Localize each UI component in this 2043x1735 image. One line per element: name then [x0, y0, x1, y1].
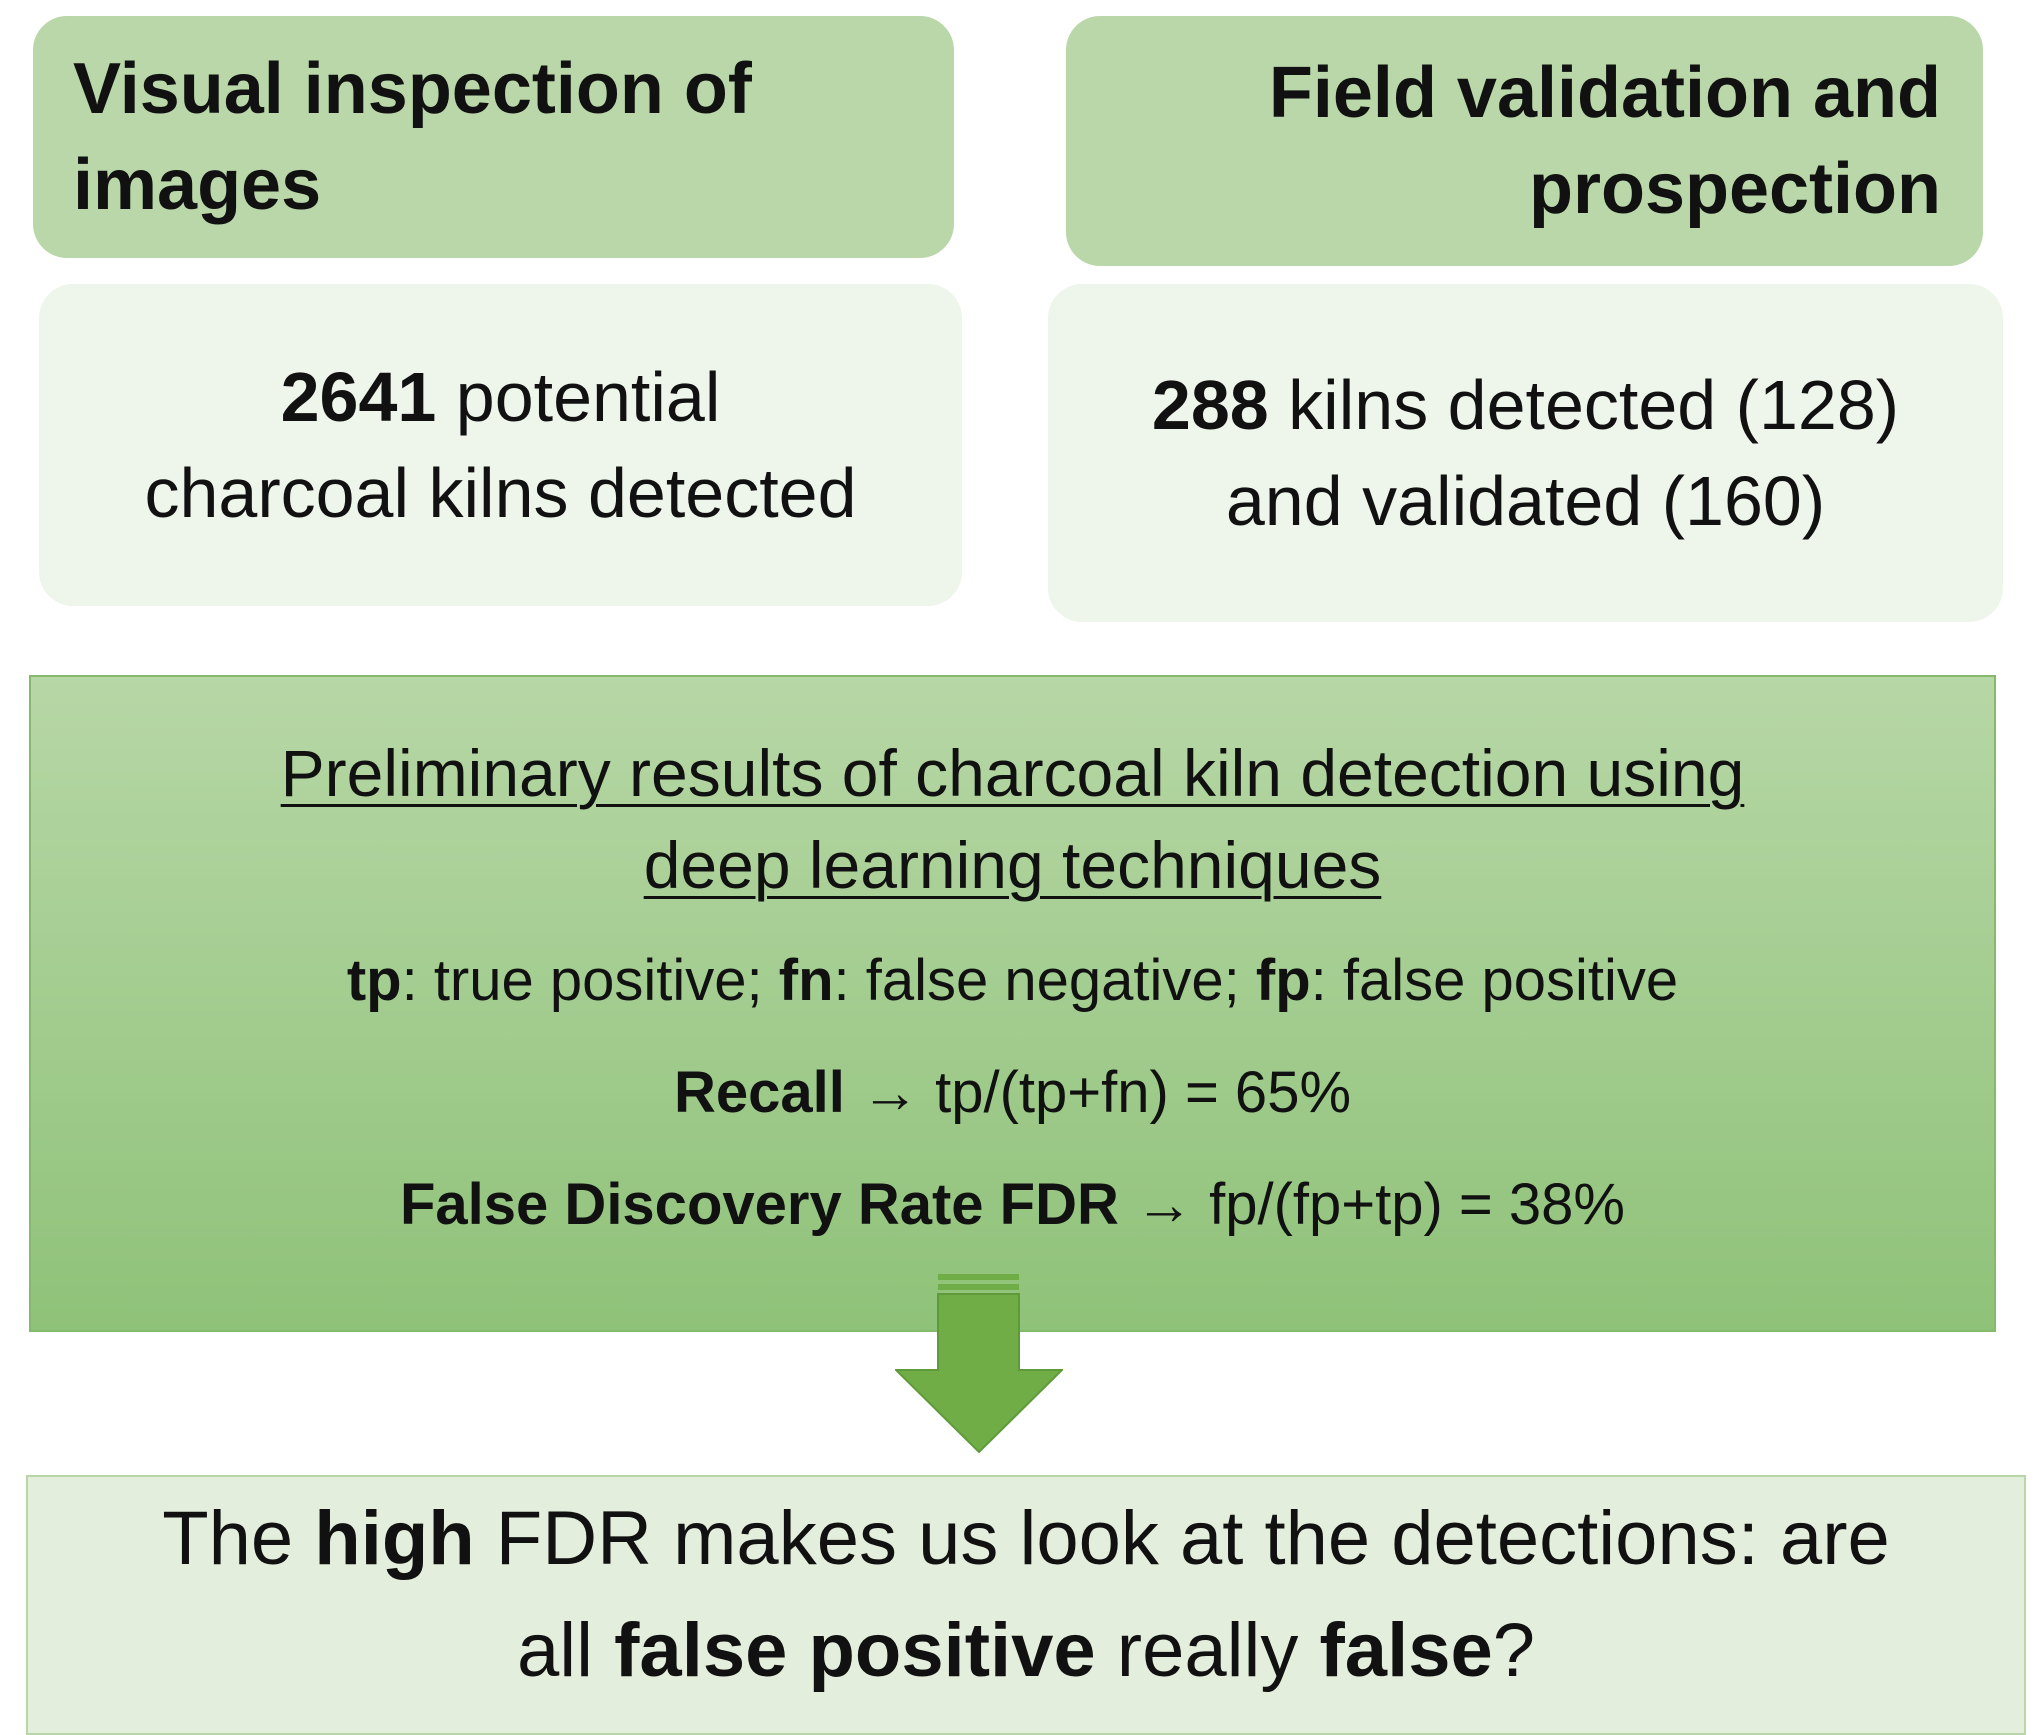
text: potential: [436, 358, 721, 436]
bold-text: Recall: [673, 1060, 845, 1125]
bold-text: tp: [346, 948, 402, 1013]
text: all: [516, 1608, 615, 1693]
text: → tp/(tp+fn) = 65%: [844, 1060, 1352, 1125]
text: : false negative;: [833, 948, 1256, 1013]
text: really: [1095, 1608, 1320, 1693]
bold-text: 288: [1151, 366, 1269, 444]
text: charcoal kilns detected: [144, 454, 857, 532]
bold-text: 2641: [280, 358, 437, 436]
bold-text: fp: [1255, 948, 1311, 1013]
text-line: and validated (160): [1226, 453, 1825, 549]
text: FDR makes us look at the detections: are: [474, 1496, 1890, 1581]
panel-body: 288 kilns detected (128) and validated (1…: [1048, 284, 2003, 622]
text-line: Visual inspection of: [73, 49, 752, 129]
text-line: False Discovery Rate FDR → fp/(fp+tp) = …: [31, 1149, 1994, 1261]
text-line: Field validation and: [1268, 53, 1941, 133]
text-line: The high FDR makes us look at the detect…: [28, 1483, 2024, 1595]
arrow-body: [895, 1293, 1063, 1454]
text-line: all false positive really false?: [28, 1595, 2024, 1707]
text-line: charcoal kilns detected: [144, 445, 856, 541]
panel-heading: Field validation and prospection: [1066, 16, 1983, 266]
text-line: Recall → tp/(tp+fn) = 65%: [31, 1037, 1994, 1149]
text-line: 288 kilns detected (128): [1152, 357, 1899, 453]
text: The: [162, 1496, 315, 1581]
bold-text: False Discovery Rate FDR: [400, 1172, 1119, 1237]
results-box: Preliminary results of charcoal kiln det…: [29, 675, 1996, 1332]
bold-text: false: [1319, 1608, 1493, 1693]
bold-text: fn: [778, 948, 834, 1013]
down-arrow: [895, 1274, 1063, 1454]
text-line: deep learning techniques: [643, 828, 1382, 902]
conclusion-box: The high FDR makes us look at the detect…: [26, 1475, 2026, 1735]
text-line: images: [73, 145, 322, 225]
results-metrics: tp: true positive; fn: false negative; f…: [31, 925, 1994, 1261]
text-line: Preliminary results of charcoal kiln det…: [280, 736, 1745, 810]
panel-body: 2641 potential charcoal kilns detected: [39, 284, 962, 606]
text-line: 2641 potential: [281, 349, 721, 445]
arrow-stripe: [938, 1274, 1019, 1280]
bold-text: false positive: [614, 1608, 1096, 1693]
arrow-stripe: [938, 1284, 1019, 1290]
text: : false positive: [1310, 948, 1679, 1013]
text: and validated (160): [1225, 462, 1826, 540]
text: : true positive;: [401, 948, 779, 1013]
results-title: Preliminary results of charcoal kiln det…: [31, 727, 1994, 911]
bold-text: high: [314, 1496, 475, 1581]
panel-heading: Visual inspection of images: [33, 16, 954, 258]
text: ?: [1492, 1608, 1536, 1693]
text-line: prospection: [1528, 149, 1941, 229]
text-line: tp: true positive; fn: false negative; f…: [31, 925, 1994, 1037]
text: → fp/(fp+tp) = 38%: [1118, 1172, 1625, 1237]
text: kilns detected (128): [1268, 366, 1900, 444]
